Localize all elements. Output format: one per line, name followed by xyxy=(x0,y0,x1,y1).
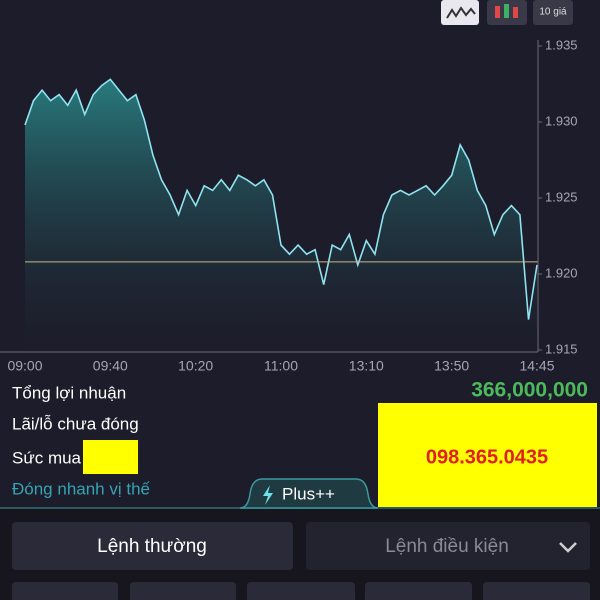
price-type-button[interactable] xyxy=(12,582,118,600)
price-type-button[interactable] xyxy=(483,582,590,600)
x-tick-label: 11:00 xyxy=(264,358,298,374)
price-type-button[interactable] xyxy=(247,582,355,600)
total-profit-value: 366,000,000 xyxy=(471,379,588,402)
x-tick-label: 13:50 xyxy=(434,358,469,374)
conditional-order-label[interactable]: Lệnh điều kiện xyxy=(385,536,509,557)
bolt-icon xyxy=(263,485,273,505)
overlay-box xyxy=(378,403,597,507)
y-tick-label: 1.935 xyxy=(545,37,578,52)
line-icon xyxy=(446,6,476,19)
y-tick-label: 1.915 xyxy=(545,341,578,356)
candle-icon xyxy=(504,4,509,18)
candle-icon xyxy=(513,7,518,18)
x-tick-label: 09:00 xyxy=(7,358,42,374)
unrealized-label: Lãi/lỗ chưa đóng xyxy=(12,414,139,433)
range-button[interactable] xyxy=(533,0,573,25)
tab-label[interactable]: Plus++ xyxy=(282,484,335,503)
candle-icon xyxy=(495,6,500,18)
x-tick-label: 10:20 xyxy=(178,358,213,374)
y-tick-label: 1.925 xyxy=(545,189,578,204)
x-tick-label: 14:45 xyxy=(519,358,554,374)
normal-order-button[interactable] xyxy=(12,522,293,570)
overlay-phone: 098.365.0435 xyxy=(426,446,548,468)
x-tick-label: 09:40 xyxy=(93,358,128,374)
quick-close-link[interactable]: Đóng nhanh vị thế xyxy=(12,479,151,498)
conditional-order-button[interactable] xyxy=(306,522,590,570)
redaction-box xyxy=(83,440,138,474)
line-chart-button[interactable] xyxy=(441,0,479,25)
chevron-icon[interactable] xyxy=(559,542,577,553)
area xyxy=(25,79,537,353)
y-tick-label: 1.930 xyxy=(545,113,578,128)
price-line xyxy=(24,78,538,320)
buying-power-label: Sức mua xyxy=(12,448,82,467)
price-type-button[interactable] xyxy=(130,582,236,600)
y-tick-label: 1.920 xyxy=(545,265,578,280)
plus-tab[interactable] xyxy=(239,478,379,509)
range-label[interactable]: 10 giá xyxy=(539,7,567,18)
price-type-button[interactable] xyxy=(365,582,472,600)
x-tick-label: 13:10 xyxy=(349,358,384,374)
normal-order-label[interactable]: Lệnh thường xyxy=(97,536,207,557)
total-profit-label: Tổng lợi nhuận xyxy=(12,383,126,402)
